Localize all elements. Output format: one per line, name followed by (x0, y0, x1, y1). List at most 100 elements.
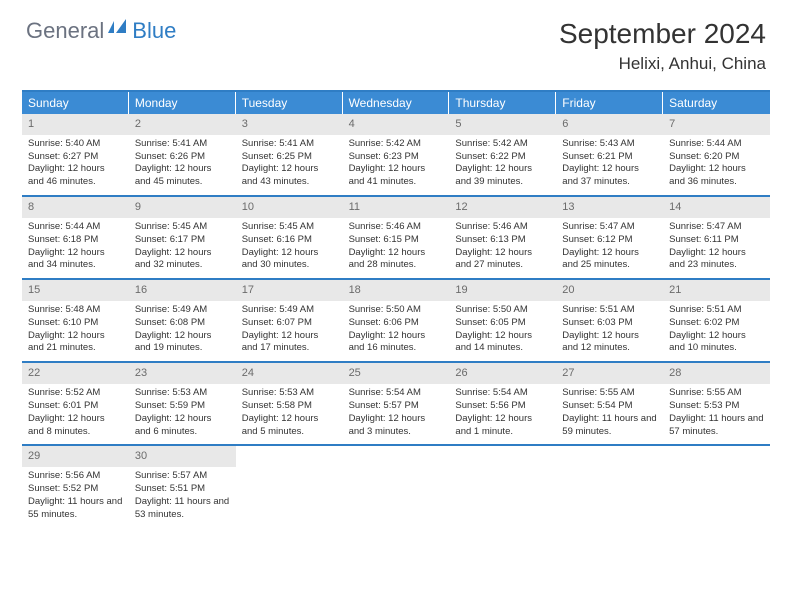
header: General Blue September 2024 Helixi, Anhu… (0, 0, 792, 80)
day-number: 8 (22, 197, 129, 218)
logo-text-general: General (26, 18, 104, 44)
sunset-text: Sunset: 6:07 PM (242, 317, 337, 330)
day-cell: 17 Sunrise: 5:49 AMSunset: 6:07 PMDayligh… (236, 280, 343, 361)
day-cell: 10 Sunrise: 5:45 AMSunset: 6:16 PMDayligh… (236, 197, 343, 278)
day-cell: 8 Sunrise: 5:44 AMSunset: 6:18 PMDaylight… (22, 197, 129, 278)
daylight-text: Daylight: 12 hours and 32 minutes. (135, 247, 230, 273)
day-cell: 26Sunrise: 5:54 AMSunset: 5:56 PMDayligh… (449, 363, 556, 444)
daylight-text: Daylight: 12 hours and 25 minutes. (562, 247, 657, 273)
day-number: 12 (449, 197, 556, 218)
day-cell: 29 Sunrise: 5:56 AMSunset: 5:52 PMDayligh… (22, 446, 129, 527)
daylight-text: Daylight: 12 hours and 37 minutes. (562, 163, 657, 189)
day-number: 27 (556, 363, 663, 384)
sunrise-text: Sunrise: 5:49 AM (135, 304, 230, 317)
sunset-text: Sunset: 5:54 PM (562, 400, 657, 413)
day-body: Sunrise: 5:56 AMSunset: 5:52 PMDaylight:… (22, 470, 129, 521)
day-body: Sunrise: 5:49 AMSunset: 6:07 PMDaylight:… (236, 304, 343, 355)
day-number: 20 (556, 280, 663, 301)
daylight-text: Daylight: 12 hours and 36 minutes. (669, 163, 764, 189)
day-body: Sunrise: 5:42 AMSunset: 6:23 PMDaylight:… (343, 138, 450, 189)
day-cell: 20 Sunrise: 5:51 AMSunset: 6:03 PMDayligh… (556, 280, 663, 361)
day-body: Sunrise: 5:43 AMSunset: 6:21 PMDaylight:… (556, 138, 663, 189)
calendar: SundayMondayTuesdayWednesdayThursdayFrid… (22, 90, 770, 527)
day-number: 29 (22, 446, 129, 467)
sunrise-text: Sunrise: 5:55 AM (669, 387, 764, 400)
day-body: Sunrise: 5:50 AMSunset: 6:06 PMDaylight:… (343, 304, 450, 355)
sunrise-text: Sunrise: 5:50 AM (349, 304, 444, 317)
week-row: 22Sunrise: 5:52 AMSunset: 6:01 PMDayligh… (22, 363, 770, 446)
sunrise-text: Sunrise: 5:44 AM (669, 138, 764, 151)
day-body: Sunrise: 5:47 AMSunset: 6:11 PMDaylight:… (663, 221, 770, 272)
dow-cell: Sunday (22, 92, 129, 114)
day-number: 5 (449, 114, 556, 135)
sunrise-text: Sunrise: 5:47 AM (562, 221, 657, 234)
sunset-text: Sunset: 6:25 PM (242, 151, 337, 164)
daylight-text: Daylight: 12 hours and 39 minutes. (455, 163, 550, 189)
sunrise-text: Sunrise: 5:53 AM (135, 387, 230, 400)
logo-text-blue: Blue (132, 18, 176, 44)
day-cell: 11Sunrise: 5:46 AMSunset: 6:15 PMDayligh… (343, 197, 450, 278)
sunset-text: Sunset: 6:10 PM (28, 317, 123, 330)
day-cell-empty (556, 446, 663, 527)
sunrise-text: Sunrise: 5:49 AM (242, 304, 337, 317)
day-cell: 22Sunrise: 5:52 AMSunset: 6:01 PMDayligh… (22, 363, 129, 444)
daylight-text: Daylight: 12 hours and 43 minutes. (242, 163, 337, 189)
day-number: 21 (663, 280, 770, 301)
sunrise-text: Sunrise: 5:48 AM (28, 304, 123, 317)
sunset-text: Sunset: 5:58 PM (242, 400, 337, 413)
day-body: Sunrise: 5:45 AMSunset: 6:17 PMDaylight:… (129, 221, 236, 272)
day-body: Sunrise: 5:46 AMSunset: 6:15 PMDaylight:… (343, 221, 450, 272)
sunrise-text: Sunrise: 5:55 AM (562, 387, 657, 400)
day-number: 10 (236, 197, 343, 218)
daylight-text: Daylight: 12 hours and 17 minutes. (242, 330, 337, 356)
day-body: Sunrise: 5:44 AMSunset: 6:18 PMDaylight:… (22, 221, 129, 272)
sunset-text: Sunset: 6:06 PM (349, 317, 444, 330)
day-body: Sunrise: 5:42 AMSunset: 6:22 PMDaylight:… (449, 138, 556, 189)
day-number: 7 (663, 114, 770, 135)
day-cell: 7 Sunrise: 5:44 AMSunset: 6:20 PMDaylight… (663, 114, 770, 195)
sunrise-text: Sunrise: 5:44 AM (28, 221, 123, 234)
daylight-text: Daylight: 12 hours and 6 minutes. (135, 413, 230, 439)
sunrise-text: Sunrise: 5:46 AM (455, 221, 550, 234)
day-number: 3 (236, 114, 343, 135)
sunrise-text: Sunrise: 5:45 AM (242, 221, 337, 234)
daylight-text: Daylight: 12 hours and 30 minutes. (242, 247, 337, 273)
sunset-text: Sunset: 6:27 PM (28, 151, 123, 164)
sunrise-text: Sunrise: 5:56 AM (28, 470, 123, 483)
day-number: 1 (22, 114, 129, 135)
day-body: Sunrise: 5:51 AMSunset: 6:02 PMDaylight:… (663, 304, 770, 355)
sunset-text: Sunset: 6:05 PM (455, 317, 550, 330)
day-number: 28 (663, 363, 770, 384)
daylight-text: Daylight: 12 hours and 46 minutes. (28, 163, 123, 189)
day-cell-empty (236, 446, 343, 527)
sunrise-text: Sunrise: 5:54 AM (349, 387, 444, 400)
day-body: Sunrise: 5:54 AMSunset: 5:56 PMDaylight:… (449, 387, 556, 438)
daylight-text: Daylight: 12 hours and 27 minutes. (455, 247, 550, 273)
sunset-text: Sunset: 6:16 PM (242, 234, 337, 247)
day-cell: 24Sunrise: 5:53 AMSunset: 5:58 PMDayligh… (236, 363, 343, 444)
day-body: Sunrise: 5:41 AMSunset: 6:25 PMDaylight:… (236, 138, 343, 189)
daylight-text: Daylight: 12 hours and 23 minutes. (669, 247, 764, 273)
day-number: 4 (343, 114, 450, 135)
day-body: Sunrise: 5:51 AMSunset: 6:03 PMDaylight:… (556, 304, 663, 355)
day-body: Sunrise: 5:55 AMSunset: 5:53 PMDaylight:… (663, 387, 770, 438)
day-body: Sunrise: 5:44 AMSunset: 6:20 PMDaylight:… (663, 138, 770, 189)
day-cell: 25Sunrise: 5:54 AMSunset: 5:57 PMDayligh… (343, 363, 450, 444)
daylight-text: Daylight: 11 hours and 53 minutes. (135, 496, 230, 522)
daylight-text: Daylight: 12 hours and 8 minutes. (28, 413, 123, 439)
day-cell: 15Sunrise: 5:48 AMSunset: 6:10 PMDayligh… (22, 280, 129, 361)
day-number: 19 (449, 280, 556, 301)
day-body: Sunrise: 5:52 AMSunset: 6:01 PMDaylight:… (22, 387, 129, 438)
sunrise-text: Sunrise: 5:47 AM (669, 221, 764, 234)
day-body: Sunrise: 5:50 AMSunset: 6:05 PMDaylight:… (449, 304, 556, 355)
daylight-text: Daylight: 12 hours and 1 minute. (455, 413, 550, 439)
daylight-text: Daylight: 12 hours and 34 minutes. (28, 247, 123, 273)
day-body: Sunrise: 5:55 AMSunset: 5:54 PMDaylight:… (556, 387, 663, 438)
day-number: 17 (236, 280, 343, 301)
dow-cell: Thursday (449, 92, 556, 114)
day-cell: 1Sunrise: 5:40 AMSunset: 6:27 PMDaylight… (22, 114, 129, 195)
logo: General Blue (26, 18, 176, 44)
sunset-text: Sunset: 5:59 PM (135, 400, 230, 413)
day-cell: 9Sunrise: 5:45 AMSunset: 6:17 PMDaylight… (129, 197, 236, 278)
sunrise-text: Sunrise: 5:51 AM (669, 304, 764, 317)
